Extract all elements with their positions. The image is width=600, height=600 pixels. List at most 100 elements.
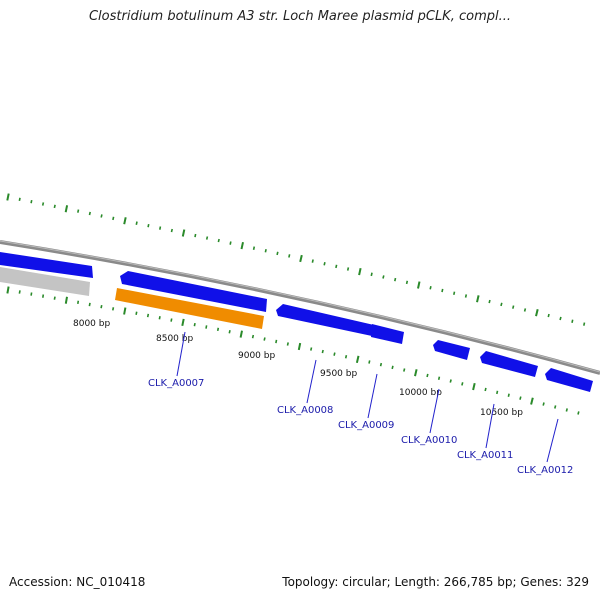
minor-tick (193, 322, 196, 327)
minor-tick (437, 376, 441, 380)
minor-tick (523, 308, 527, 312)
minor-tick (461, 382, 464, 386)
gene-label[interactable]: CLK_A0012 (517, 465, 573, 476)
minor-tick (88, 211, 91, 216)
minor-tick (391, 365, 394, 370)
gene-arrow-forward[interactable] (371, 324, 404, 344)
bp-label: 10000 bp (399, 388, 442, 398)
minor-tick (53, 296, 56, 300)
gene-label[interactable]: CLK_A0008 (277, 405, 333, 416)
major-tick (123, 217, 127, 225)
minor-tick (276, 251, 279, 256)
map-title: Clostridium botulinum A3 str. Loch Maree… (88, 9, 511, 24)
gene-arrow-forward[interactable] (480, 351, 538, 377)
inner-tick-ring (6, 286, 580, 415)
minor-tick (311, 259, 314, 263)
major-tick (414, 369, 418, 377)
minor-tick (288, 254, 291, 258)
minor-tick (30, 199, 33, 204)
minor-tick (321, 349, 324, 354)
minor-tick (217, 238, 220, 243)
minor-tick (500, 302, 503, 307)
bp-label: 8000 bp (73, 319, 110, 329)
minor-tick (275, 339, 278, 344)
major-tick (355, 355, 360, 364)
gene-leader-line (176, 331, 186, 377)
minor-tick (323, 262, 326, 266)
minor-tick (333, 352, 336, 356)
major-tick (535, 309, 539, 317)
minor-tick (205, 236, 209, 240)
bp-label: 8500 bp (156, 334, 193, 344)
major-tick (6, 286, 10, 294)
minor-tick (405, 280, 409, 285)
minor-tick (370, 272, 373, 277)
minor-tick (146, 313, 150, 318)
minor-tick (403, 368, 406, 372)
minor-tick (441, 288, 444, 293)
minor-tick (453, 291, 456, 295)
gene-label[interactable]: CLK_A0007 (148, 378, 204, 389)
gene-arrow-highlight[interactable] (115, 288, 264, 329)
minor-tick (77, 209, 80, 213)
minor-tick (559, 316, 562, 321)
major-tick (297, 342, 302, 351)
major-tick (472, 382, 476, 391)
major-tick (181, 318, 185, 326)
minor-tick (263, 337, 266, 341)
bp-label: 9000 bp (238, 351, 275, 361)
gene-leader-line (429, 388, 440, 434)
minor-tick (194, 233, 197, 238)
minor-tick (379, 362, 383, 367)
minor-tick (147, 223, 150, 228)
major-tick (417, 281, 421, 289)
minor-tick (53, 204, 56, 209)
plasmid-backbone (0, 240, 600, 375)
minor-tick (382, 275, 385, 279)
minor-tick (484, 387, 487, 392)
minor-tick (394, 277, 397, 282)
major-tick (240, 241, 244, 250)
major-tick (476, 295, 480, 303)
major-tick (64, 296, 68, 304)
major-tick (64, 205, 69, 213)
minor-tick (429, 286, 432, 290)
minor-tick (77, 300, 80, 305)
minor-tick (449, 379, 452, 383)
minor-tick (100, 214, 103, 218)
minor-tick (252, 246, 256, 250)
plasmid-backbone-highlight (0, 240, 600, 373)
major-tick (530, 397, 534, 405)
minor-tick (488, 299, 491, 304)
gene-label[interactable]: CLK_A0011 (457, 450, 513, 461)
minor-tick (464, 294, 468, 298)
minor-tick (519, 396, 522, 400)
minor-tick (135, 221, 138, 225)
minor-tick (346, 267, 350, 271)
minor-tick (251, 334, 255, 339)
gene-arrow-forward[interactable] (276, 304, 374, 336)
minor-tick (577, 411, 580, 415)
minor-tick (42, 294, 45, 298)
accession-text: Accession: NC_010418 (9, 575, 146, 589)
major-tick (299, 254, 303, 263)
minor-tick (228, 330, 231, 334)
minor-tick (41, 202, 45, 206)
gene-label[interactable]: CLK_A0010 (401, 435, 457, 446)
gene-arrow-forward[interactable] (545, 368, 593, 392)
major-tick (239, 330, 243, 338)
minor-tick (112, 216, 115, 221)
gene-arrow-reverse[interactable] (0, 267, 90, 296)
minor-tick (554, 405, 557, 409)
minor-tick (112, 307, 115, 311)
gene-arrow-forward[interactable] (0, 252, 93, 278)
gene-arrow-forward[interactable] (120, 271, 267, 312)
minor-tick (426, 373, 429, 378)
minor-tick (216, 327, 220, 332)
gene-arrow-forward[interactable] (433, 340, 470, 360)
minor-tick (286, 342, 289, 346)
major-tick (123, 307, 127, 315)
gene-label[interactable]: CLK_A0009 (338, 420, 394, 431)
gene-leader-line (306, 359, 317, 404)
